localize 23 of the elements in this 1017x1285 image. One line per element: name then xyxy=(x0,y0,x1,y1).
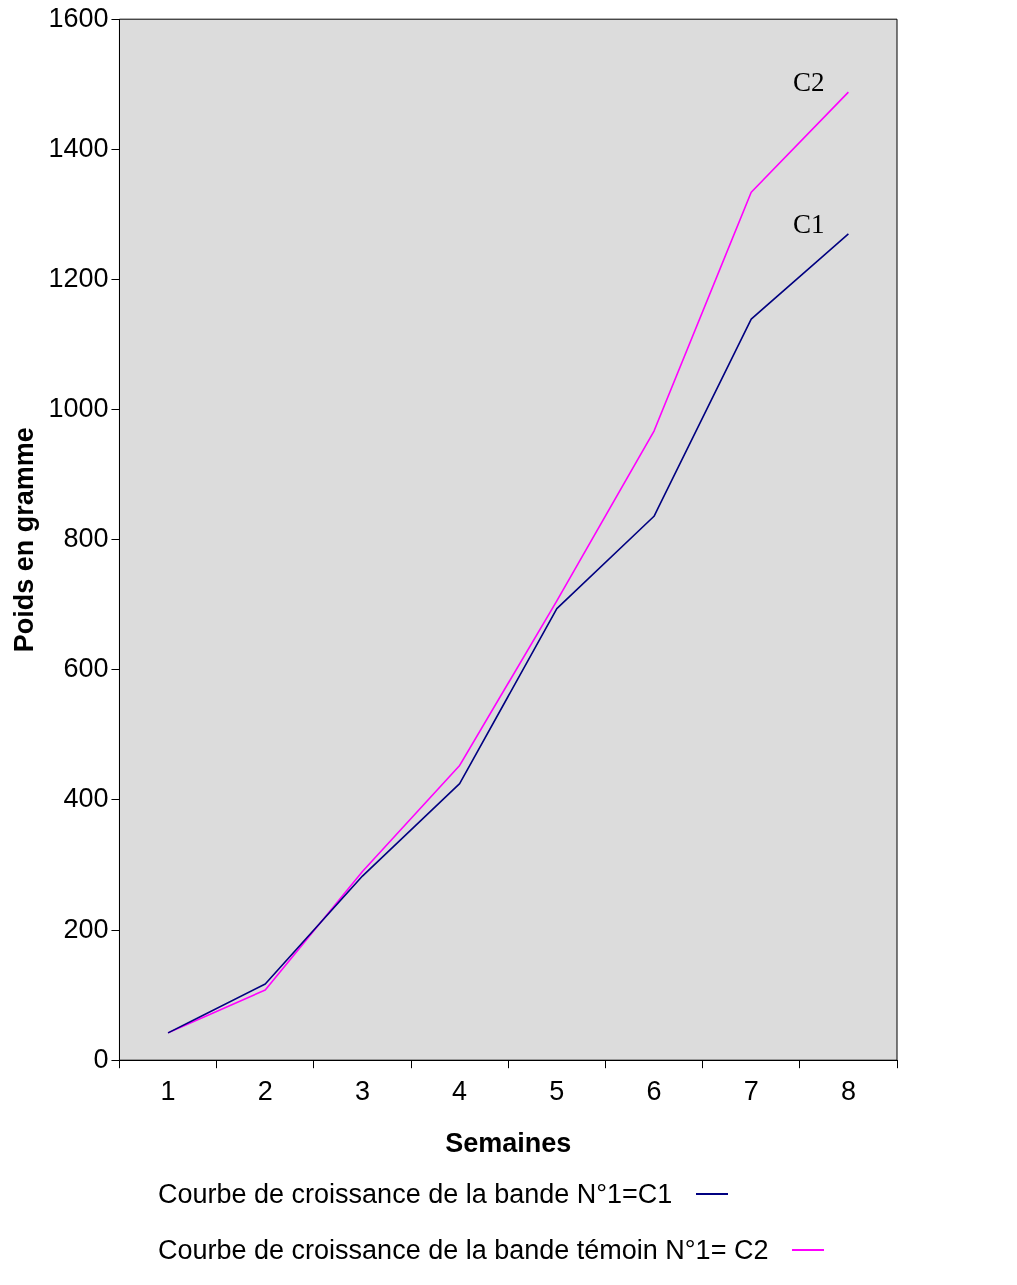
y-tick-label: 600 xyxy=(63,653,109,684)
x-axis-title: Semaines xyxy=(445,1128,572,1159)
x-tick-label: 5 xyxy=(549,1075,565,1106)
annotation: C1 xyxy=(792,208,825,239)
y-axis-title: Poids en gramme xyxy=(8,427,39,653)
y-tick-label: 200 xyxy=(63,913,109,944)
annotation: C2 xyxy=(792,66,825,97)
y-tick-label: 1000 xyxy=(48,393,109,424)
legend-label: Courbe de croissance de la bande N°1=C1 xyxy=(158,1178,673,1210)
legend-label: Courbe de croissance de la bande témoin N°1= C2 xyxy=(158,1234,769,1266)
x-tick-label: 2 xyxy=(257,1075,273,1106)
x-tick-label: 7 xyxy=(743,1075,759,1106)
y-tick-label: 1200 xyxy=(48,262,109,293)
x-tick-label: 3 xyxy=(354,1075,370,1106)
y-tick-label: 1400 xyxy=(48,132,109,163)
y-tick-label: 800 xyxy=(63,523,109,554)
y-tick-label: 1600 xyxy=(48,2,109,33)
y-tick-label: 400 xyxy=(63,783,109,814)
x-tick-label: 1 xyxy=(160,1075,176,1106)
x-tick-label: 8 xyxy=(840,1075,856,1106)
x-tick-label: 4 xyxy=(452,1075,468,1106)
y-tick-label: 0 xyxy=(93,1043,109,1074)
x-tick-label: 6 xyxy=(646,1075,662,1106)
